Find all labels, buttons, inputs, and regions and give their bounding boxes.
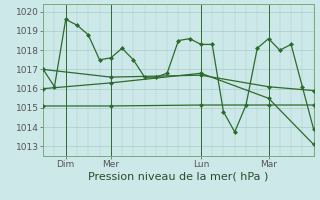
X-axis label: Pression niveau de la mer( hPa ): Pression niveau de la mer( hPa ) xyxy=(88,172,268,182)
